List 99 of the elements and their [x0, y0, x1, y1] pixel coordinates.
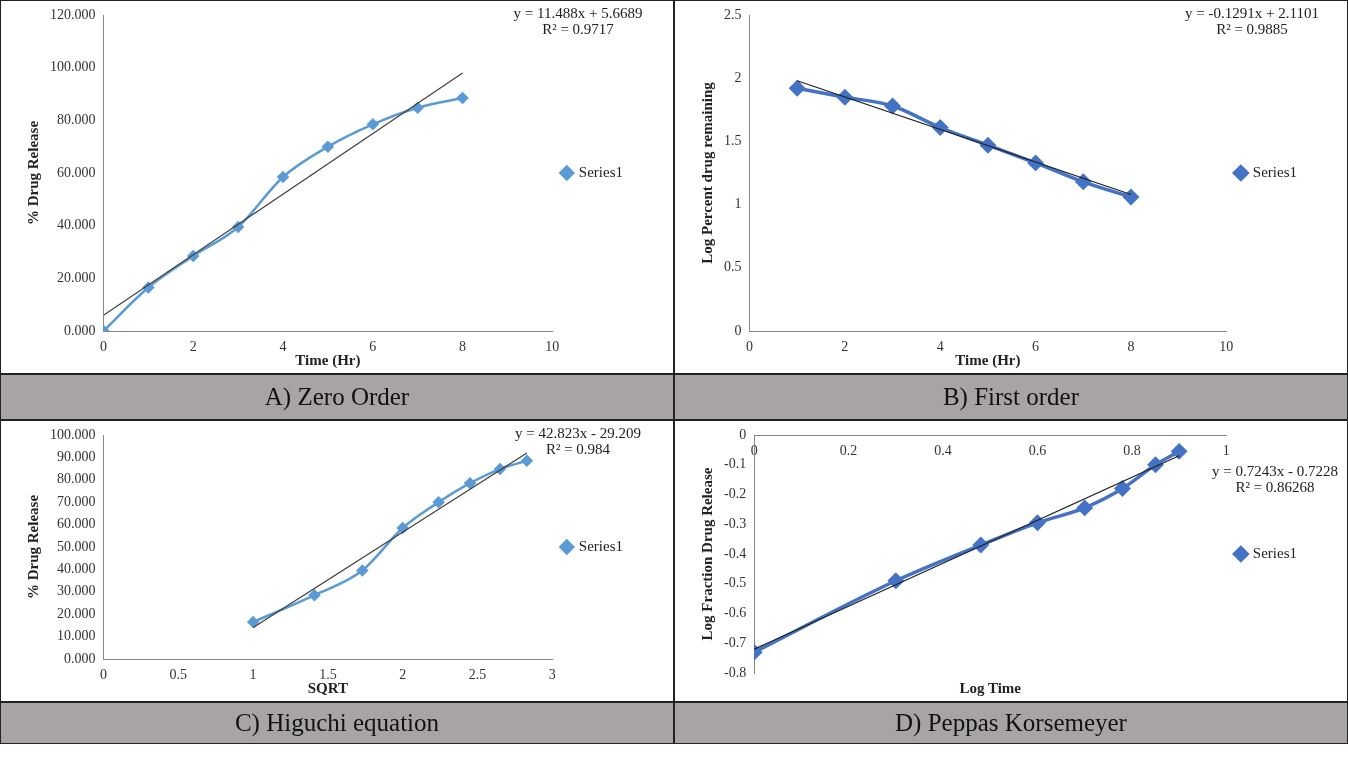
x-tick-label: 3: [548, 667, 556, 683]
legend-label: Series1: [578, 537, 624, 554]
y-tick-label: -0.5: [723, 575, 747, 591]
x-tick-label: 0.2: [839, 443, 858, 459]
annotation: y = 42.823x - 29.209: [515, 425, 641, 442]
x-tick-label: 2.5: [468, 667, 487, 683]
x-tick-label: 2: [399, 667, 407, 683]
x-tick-label: 8: [459, 339, 467, 355]
y-tick-label: -0.2: [723, 486, 747, 502]
y-tick-label: 120.000: [50, 6, 96, 22]
annotation: R² = 0.9717: [542, 21, 615, 38]
annotation: y = 11.488x + 5.6689: [513, 5, 643, 22]
x-tick-label: 0: [100, 339, 107, 355]
y-tick-label: 40.000: [57, 217, 96, 233]
point: [456, 92, 469, 104]
y-tick-label: -0.3: [723, 515, 747, 531]
y-tick-label: -0.6: [723, 605, 747, 621]
y-tick-label: 0: [739, 426, 747, 442]
legend-label: Series1: [1252, 163, 1298, 180]
y-tick-label: 2: [734, 69, 742, 85]
y-tick-label: 30.000: [57, 583, 96, 599]
point: [1114, 480, 1131, 497]
y-tick-label: 0.000: [64, 322, 96, 338]
y-tick-label: 0.000: [64, 650, 96, 666]
point: [884, 98, 901, 114]
y-axis-title: % Drug Release: [24, 494, 41, 600]
point: [789, 80, 805, 97]
point: [367, 118, 379, 131]
y-tick-label: 70.000: [57, 493, 96, 509]
x-tick-label: 6: [369, 339, 377, 355]
x-tick-label: 2: [841, 339, 849, 355]
y-axis-title: Log Fraction Drug Release: [698, 467, 715, 641]
y-tick-label: 50.000: [57, 538, 96, 554]
x-tick-label: 0.4: [934, 443, 952, 459]
text: D) Peppas Korsemeyer: [675, 701, 1347, 743]
annotation: y = 0.7243x - 0.7228: [1212, 463, 1338, 480]
x-axis-title: Time (Hr): [955, 352, 1021, 370]
legend-label: Series1: [578, 163, 624, 180]
point: [464, 477, 476, 489]
y-tick-label: 80.000: [57, 112, 96, 128]
point: [1123, 189, 1139, 205]
y-tick-label: 100.000: [50, 426, 96, 442]
point: [411, 101, 424, 114]
text: C) Higuchi equation: [1, 701, 673, 743]
annotation: R² = 0.984: [545, 441, 611, 458]
y-tick-label: 10.000: [57, 628, 96, 644]
x-tick-label: 0: [100, 667, 107, 683]
point: [1075, 174, 1092, 190]
y-tick-label: -0.4: [723, 545, 747, 561]
x-tick-label: 8: [1127, 339, 1135, 355]
point: [521, 455, 533, 467]
y-tick-label: 2.5: [724, 6, 742, 22]
x-axis-title: Log Time: [959, 680, 1022, 697]
point: [322, 140, 334, 153]
point: [396, 522, 409, 534]
y-axis-title: Log Percent drug remaining: [698, 81, 715, 264]
y-tick-label: -0.7: [723, 634, 747, 650]
y-tick-label: 60.000: [57, 516, 96, 532]
y-tick-label: 20.000: [57, 270, 96, 286]
annotation: y = -0.1291x + 2.1101: [1185, 5, 1319, 22]
x-tick-label: 0.8: [1123, 443, 1141, 459]
y-tick-label: 100.000: [50, 59, 96, 75]
text: B) First order: [675, 373, 1347, 419]
y-tick-label: 40.000: [57, 561, 96, 577]
x-tick-label: 4: [279, 339, 287, 355]
y-axis-title: % Drug Release: [24, 120, 41, 226]
x-axis-title: SQRT: [307, 680, 349, 697]
annotation: R² = 0.9885: [1216, 21, 1288, 38]
y-tick-label: 0: [734, 322, 742, 338]
x-tick-label: 0.6: [1028, 443, 1047, 459]
y-tick-label: -0.8: [723, 664, 747, 680]
point: [356, 564, 369, 577]
y-tick-label: -0.1: [723, 456, 747, 472]
point: [308, 589, 321, 601]
x-tick-label: 1.5: [319, 667, 337, 683]
x-tick-label: 10: [1219, 339, 1234, 355]
point: [1171, 443, 1187, 460]
x-axis-title: Time (Hr): [295, 352, 361, 370]
x-tick-label: 10: [545, 339, 560, 355]
text: R² = 0.86268: [1235, 479, 1315, 496]
text: A) Zero Order: [1, 373, 673, 419]
x-tick-label: 2: [189, 339, 197, 355]
x-tick-label: 1: [1222, 443, 1230, 459]
point: [1076, 500, 1093, 516]
point: [277, 171, 289, 183]
x-tick-label: 0.5: [169, 667, 188, 683]
y-tick-label: 90.000: [57, 449, 96, 465]
point: [432, 496, 445, 508]
y-tick-label: 1: [734, 196, 742, 212]
y-tick-label: 60.000: [57, 164, 96, 180]
x-tick-label: 6: [1032, 339, 1040, 355]
point: [247, 616, 259, 628]
y-tick-label: 20.000: [57, 605, 96, 621]
legend-label: Series1: [1252, 544, 1298, 561]
x-tick-label: 4: [936, 339, 944, 355]
y-tick-label: 80.000: [57, 471, 96, 487]
y-tick-label: 1.5: [724, 133, 742, 149]
x-tick-label: 1: [249, 667, 257, 683]
y-tick-label: 0.5: [724, 259, 742, 275]
